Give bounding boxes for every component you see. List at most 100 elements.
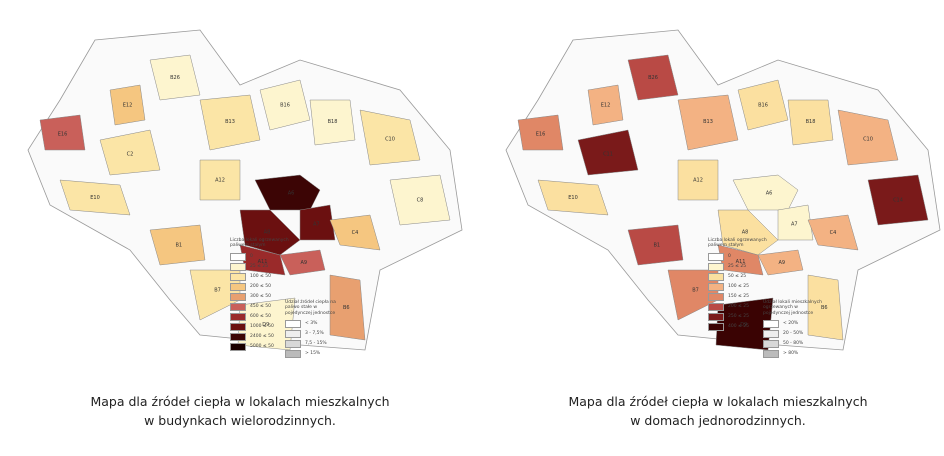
district-label: C8 [417,198,424,204]
district [867,174,929,226]
district-label: E16 [58,131,68,137]
legend-item: 200 ≤ 25 [708,302,768,312]
legend-swatch [708,322,724,331]
district [517,114,564,151]
legend-item: 0 [708,252,768,262]
district-label: E12 [123,103,133,109]
district [757,249,804,276]
legend-swatch [230,272,246,281]
district [239,244,286,276]
district [279,249,326,276]
district-label: B6 [821,305,828,311]
legend-label: 0 [250,254,253,260]
district [237,297,296,351]
district-label: A6 [766,191,773,197]
legend-item: 200 ≤ 50 [230,282,290,292]
district-label: C4 [830,230,837,236]
district [109,84,146,126]
legend-swatch [708,252,724,261]
district [715,297,774,351]
legend-swatch [708,292,724,301]
legend-swatch [230,312,246,321]
map: A6 A8 A7 A11 A9 C4 B6 B7 B1 C11 E16 B13 B16 B18 C10 B26… [505,29,941,351]
map: A6 A8 A7 A11 A9 C4 B6 B7 B1 C2 E16 B13 B16 B18 C10 B26 E… [27,29,463,351]
legend-swatch [230,282,246,291]
district [39,114,86,151]
legend-label: 100 ≤ 50 [250,274,271,280]
legend-item: 100 ≤ 25 [708,282,768,292]
district-label: C14 [893,198,903,204]
district [587,84,624,126]
district-label: B16 [758,103,768,109]
district [717,209,779,256]
district-label: A12 [693,178,703,184]
legend-label: 200 ≤ 25 [728,304,749,310]
caption-line: Mapa dla źródeł ciepła w lokalach mieszk… [568,394,868,409]
district-label: B13 [225,119,235,125]
legend-item: < 20% [763,319,823,329]
legend-swatch [285,330,301,339]
district [149,224,206,266]
legend-swatch [763,320,779,329]
district-label: B18 [806,119,816,125]
district [254,174,321,211]
legend-item: > 80% [763,349,823,359]
legend-swatch [708,302,724,311]
district [787,99,834,146]
legend-swatch [230,262,246,271]
district [359,109,421,166]
legend-title: Liczba lokali ogrzewanych paliwem stałym [708,238,767,249]
legend-share: Udział źródeł ciepła na paliwo stałe w p… [285,300,345,359]
legend-label: 600 ≤ 50 [250,314,271,320]
legend-swatch [708,312,724,321]
legend-item: 400 ≤ 25 [708,322,768,332]
caption-line: Mapa dla źródeł ciepła w lokalach mieszk… [90,394,390,409]
district [309,99,356,146]
district-label: B7 [214,288,221,294]
district [259,79,311,131]
district-label: C10 [385,136,395,142]
legend-item: 150 ≤ 25 [708,292,768,302]
district-label: D9 [740,322,747,328]
legend-label: 0 [728,254,731,260]
district [807,274,844,341]
district [537,179,609,216]
district [737,79,789,131]
legend-label: 5000 ≤ 50 [250,344,274,350]
district-label: C11 [603,151,613,157]
district [149,54,201,101]
legend-title: Liczba lokali ogrzewanych paliwem stałym [230,238,289,249]
district-label: A7 [791,221,798,227]
legend-label: 20 - 50% [783,331,804,337]
legend-item: 50 ≤ 25 [708,272,768,282]
legend-item: 0 [230,252,290,262]
district-label: B1 [175,243,182,249]
legend-label: > 15% [305,351,321,357]
district [199,94,261,151]
district-label: C2 [127,151,134,157]
legend-swatch [763,330,779,339]
legend-item: 250 ≤ 25 [708,312,768,322]
district [837,109,899,166]
district-label: B16 [280,103,290,109]
district [577,129,639,176]
caption-line: w budynkach wielorodzinnych. [144,413,336,428]
legend-label: 250 ≤ 25 [728,314,749,320]
district-label: C10 [863,136,873,142]
legend-label: < 3% [305,321,318,327]
legend-swatch [230,292,246,301]
legend-item: 2400 ≤ 50 [230,332,290,342]
district-label: A6 [288,191,295,197]
district-label: C4 [352,230,359,236]
legend-label: 25 ≤ 25 [250,264,269,270]
legend-label: 300 ≤ 50 [250,294,271,300]
district-label: E10 [568,195,578,201]
legend-swatch [763,340,779,349]
legend-share: Udział lokali mieszkalnych ogrzewanych w… [763,300,823,359]
district [329,214,381,251]
district-label: E12 [601,103,611,109]
legend-label: > 80% [783,351,799,357]
legend-item: < 3% [285,319,345,329]
legend-item: 1000 ≤ 50 [230,322,290,332]
legend-item: 100 ≤ 50 [230,272,290,282]
